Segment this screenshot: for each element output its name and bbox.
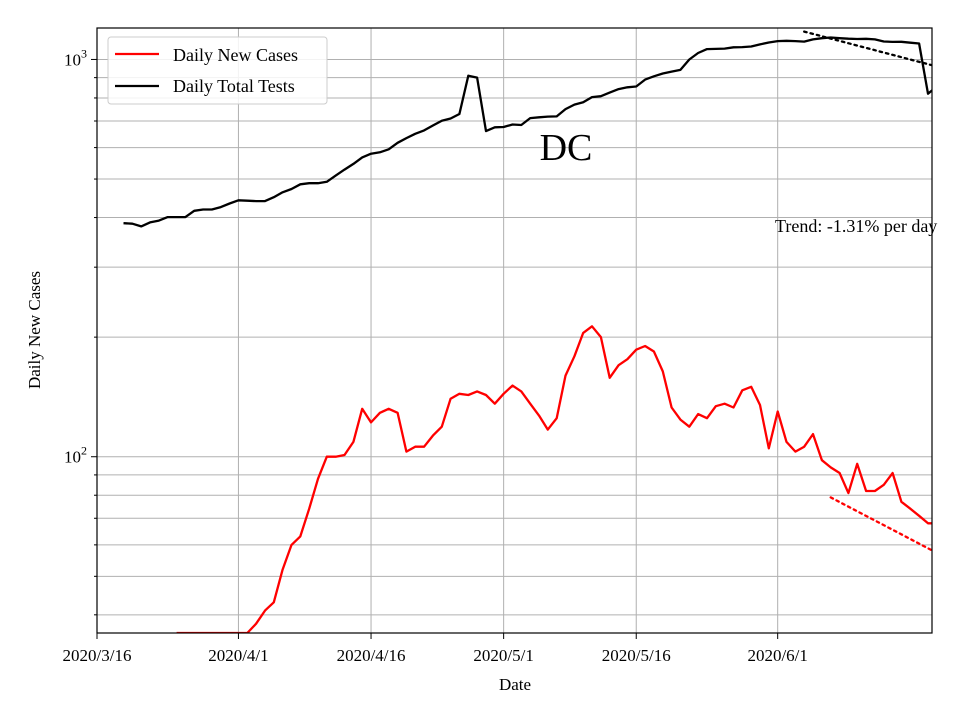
ticks: 2020/3/16 2020/4/1 2020/4/16 2020/5/1 2020/5… — [63, 46, 808, 665]
legend-label-daily-total-tests: Daily Total Tests — [173, 76, 295, 96]
trend-line-daily-new-cases — [829, 496, 932, 552]
grid — [97, 28, 932, 633]
y-tick-label-exponent: 2 — [81, 444, 87, 458]
y-tick-label: 102 — [64, 444, 87, 467]
trend-line-daily-total-tests — [803, 30, 932, 67]
y-tick-label-base: 10 — [64, 50, 81, 69]
x-tick-label: 2020/4/16 — [337, 646, 406, 665]
legend-label-daily-new-cases: Daily New Cases — [173, 45, 298, 65]
y-tick-label: 103 — [64, 46, 87, 69]
y-tick-label-exponent: 3 — [81, 46, 87, 60]
series-line-daily-total-tests — [123, 36, 932, 228]
x-tick-label: 2020/5/16 — [602, 646, 671, 665]
x-tick-label: 2020/4/1 — [208, 646, 268, 665]
legend-box — [107, 36, 328, 105]
x-tick-label: 2020/5/1 — [473, 646, 533, 665]
y-axis-title: Daily New Cases — [25, 271, 44, 389]
series-line-daily-new-cases — [176, 325, 932, 633]
chart-title: DC — [540, 127, 593, 169]
x-tick-label: 2020/3/16 — [63, 646, 132, 665]
legend: Daily New Cases Daily Total Tests — [107, 36, 328, 105]
series-layer — [123, 30, 932, 633]
x-axis-title: Date — [499, 675, 531, 694]
plot-frame — [96, 27, 933, 634]
x-tick-label: 2020/6/1 — [747, 646, 807, 665]
trend-annotation: Trend: -1.31% per day — [775, 216, 937, 236]
y-tick-label-base: 10 — [64, 448, 81, 467]
